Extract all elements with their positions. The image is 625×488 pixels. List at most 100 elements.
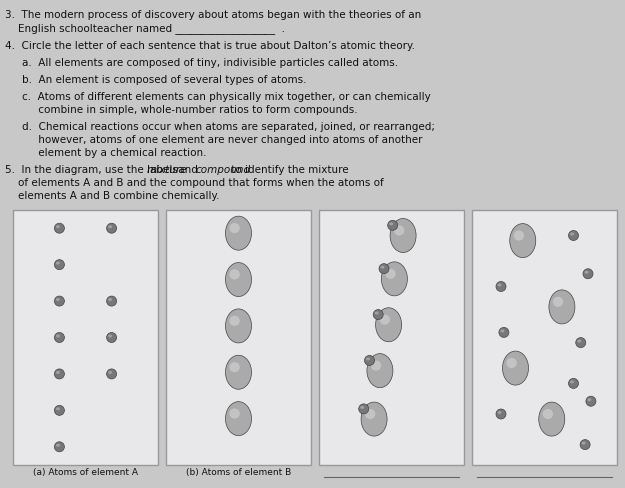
Text: (a) Atoms of element A: (a) Atoms of element A — [33, 468, 138, 477]
Ellipse shape — [569, 230, 579, 241]
Text: element by a chemical reaction.: element by a chemical reaction. — [22, 148, 206, 158]
Ellipse shape — [582, 442, 586, 445]
Ellipse shape — [570, 232, 574, 236]
Text: elements A and B combine chemically.: elements A and B combine chemically. — [5, 191, 219, 201]
Ellipse shape — [542, 409, 553, 419]
Ellipse shape — [54, 223, 64, 233]
Ellipse shape — [496, 282, 506, 291]
Ellipse shape — [375, 311, 379, 315]
Text: a.  All elements are composed of tiny, indivisible particles called atoms.: a. All elements are composed of tiny, in… — [22, 58, 398, 68]
Text: 5.  In the diagram, use the labels: 5. In the diagram, use the labels — [5, 165, 181, 175]
Ellipse shape — [361, 402, 387, 436]
Ellipse shape — [229, 408, 240, 419]
Ellipse shape — [588, 398, 591, 401]
Ellipse shape — [501, 329, 504, 332]
Ellipse shape — [578, 340, 581, 343]
Ellipse shape — [56, 225, 60, 228]
Ellipse shape — [54, 332, 64, 343]
FancyBboxPatch shape — [13, 210, 158, 465]
Ellipse shape — [576, 338, 586, 347]
Ellipse shape — [379, 315, 390, 325]
Ellipse shape — [549, 290, 575, 324]
Ellipse shape — [229, 269, 240, 280]
Text: combine in simple, whole-number ratios to form compounds.: combine in simple, whole-number ratios t… — [22, 105, 357, 115]
Text: English schoolteacher named ___________________  .: English schoolteacher named ____________… — [5, 23, 285, 34]
Ellipse shape — [376, 308, 402, 342]
Ellipse shape — [373, 309, 383, 320]
Ellipse shape — [499, 327, 509, 337]
Ellipse shape — [108, 334, 112, 338]
Ellipse shape — [56, 298, 60, 301]
Ellipse shape — [496, 409, 506, 419]
Text: and: and — [175, 165, 201, 175]
Ellipse shape — [503, 351, 529, 385]
Text: to identify the mixture: to identify the mixture — [228, 165, 348, 175]
Ellipse shape — [54, 260, 64, 270]
Ellipse shape — [569, 378, 579, 388]
Ellipse shape — [56, 407, 60, 410]
FancyBboxPatch shape — [472, 210, 617, 465]
Ellipse shape — [366, 357, 370, 361]
Ellipse shape — [229, 223, 240, 233]
Ellipse shape — [56, 444, 60, 447]
Ellipse shape — [552, 297, 563, 307]
Ellipse shape — [390, 219, 416, 252]
Ellipse shape — [388, 220, 398, 230]
Ellipse shape — [381, 262, 408, 296]
Ellipse shape — [54, 369, 64, 379]
Ellipse shape — [367, 354, 393, 387]
Ellipse shape — [226, 309, 251, 343]
Ellipse shape — [539, 402, 565, 436]
Ellipse shape — [54, 442, 64, 452]
Ellipse shape — [394, 225, 404, 236]
Text: c.  Atoms of different elements can physically mix together, or can chemically: c. Atoms of different elements can physi… — [22, 92, 431, 102]
Ellipse shape — [583, 269, 593, 279]
Ellipse shape — [54, 296, 64, 306]
Ellipse shape — [510, 224, 536, 258]
Ellipse shape — [56, 371, 60, 374]
Ellipse shape — [107, 369, 117, 379]
Ellipse shape — [570, 381, 574, 384]
FancyBboxPatch shape — [319, 210, 464, 465]
Ellipse shape — [107, 296, 117, 306]
Ellipse shape — [514, 230, 524, 241]
FancyBboxPatch shape — [166, 210, 311, 465]
Text: mixture: mixture — [147, 165, 188, 175]
Ellipse shape — [226, 263, 251, 297]
Ellipse shape — [108, 298, 112, 301]
Ellipse shape — [56, 334, 60, 338]
Text: (b) Atoms of element B: (b) Atoms of element B — [186, 468, 291, 477]
Ellipse shape — [108, 371, 112, 374]
Ellipse shape — [56, 262, 60, 264]
Ellipse shape — [360, 406, 364, 409]
Text: however, atoms of one element are never changed into atoms of another: however, atoms of one element are never … — [22, 135, 422, 145]
Ellipse shape — [359, 404, 369, 414]
Text: of elements A and B and the compound that forms when the atoms of: of elements A and B and the compound tha… — [5, 178, 384, 188]
Ellipse shape — [498, 411, 501, 414]
Ellipse shape — [498, 284, 501, 286]
Ellipse shape — [108, 225, 112, 228]
Text: 3.  The modern process of discovery about atoms began with the theories of an: 3. The modern process of discovery about… — [5, 10, 421, 20]
Text: d.  Chemical reactions occur when atoms are separated, joined, or rearranged;: d. Chemical reactions occur when atoms a… — [22, 122, 435, 132]
Ellipse shape — [580, 440, 590, 449]
Ellipse shape — [584, 271, 589, 274]
Text: b.  An element is composed of several types of atoms.: b. An element is composed of several typ… — [22, 75, 306, 85]
Ellipse shape — [54, 406, 64, 415]
Ellipse shape — [364, 355, 374, 366]
Ellipse shape — [381, 265, 384, 269]
Ellipse shape — [226, 216, 251, 250]
Ellipse shape — [226, 402, 251, 436]
Ellipse shape — [506, 358, 517, 368]
Ellipse shape — [379, 264, 389, 274]
Ellipse shape — [586, 396, 596, 406]
Ellipse shape — [371, 361, 381, 371]
Text: compound: compound — [196, 165, 251, 175]
Ellipse shape — [385, 269, 396, 279]
Ellipse shape — [107, 332, 117, 343]
Text: 4.  Circle the letter of each sentence that is true about Dalton’s atomic theory: 4. Circle the letter of each sentence th… — [5, 41, 415, 51]
Ellipse shape — [365, 409, 376, 419]
Ellipse shape — [389, 223, 393, 225]
Ellipse shape — [229, 362, 240, 372]
Ellipse shape — [226, 355, 251, 389]
Ellipse shape — [107, 223, 117, 233]
